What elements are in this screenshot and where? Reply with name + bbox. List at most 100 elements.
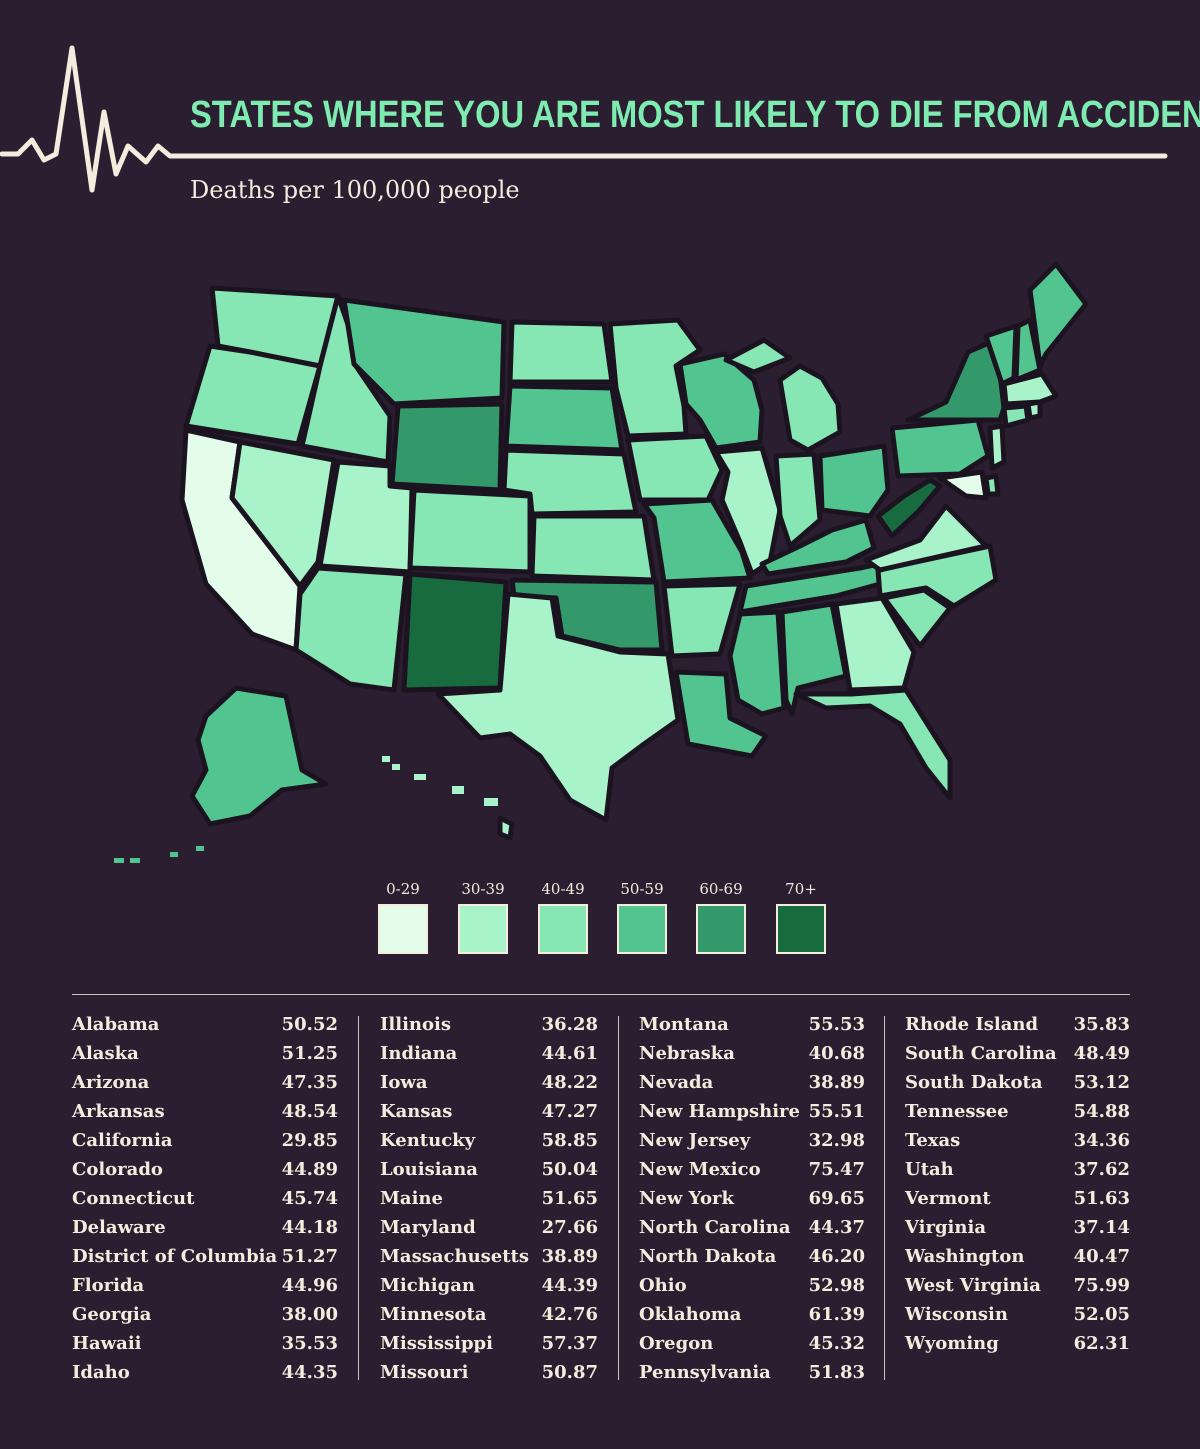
state-name: Kansas bbox=[380, 1101, 453, 1122]
state-value: 75.99 bbox=[1073, 1275, 1130, 1296]
legend-label: 70+ bbox=[785, 880, 817, 898]
state-value: 55.53 bbox=[808, 1014, 865, 1035]
state-louisiana bbox=[673, 669, 769, 759]
table-column: Rhode Island 35.83 South Carolina 48.49 Sout… bbox=[905, 1014, 1130, 1362]
state-minnesota bbox=[607, 317, 703, 439]
state-nebraska bbox=[501, 447, 639, 517]
state-value: 51.65 bbox=[541, 1188, 598, 1209]
table-row: Tennessee 54.88 bbox=[905, 1101, 1130, 1130]
state-name: Wisconsin bbox=[905, 1304, 1008, 1325]
state-name: Massachusetts bbox=[380, 1246, 530, 1267]
table-row: Pennsylvania 51.83 bbox=[639, 1362, 865, 1391]
state-name: Wyoming bbox=[905, 1333, 999, 1354]
table-row: Nebraska 40.68 bbox=[639, 1043, 865, 1072]
state-value: 52.98 bbox=[808, 1275, 865, 1296]
state-new-jersey bbox=[987, 423, 1007, 471]
table-row: Indiana 44.61 bbox=[380, 1043, 598, 1072]
table-row: Connecticut 45.74 bbox=[72, 1188, 338, 1217]
table-row: Alabama 50.52 bbox=[72, 1014, 338, 1043]
state-delaware bbox=[983, 473, 1001, 497]
table-row: Kentucky 58.85 bbox=[380, 1130, 598, 1159]
state-name: Arizona bbox=[72, 1072, 150, 1093]
state-name: Missouri bbox=[380, 1362, 469, 1383]
table-row: Wisconsin 52.05 bbox=[905, 1304, 1130, 1333]
state-name: Arkansas bbox=[72, 1101, 165, 1122]
state-kentucky bbox=[759, 517, 877, 577]
state-name: New Jersey bbox=[639, 1130, 751, 1151]
table-row: Nevada 38.89 bbox=[639, 1072, 865, 1101]
state-value: 29.85 bbox=[281, 1130, 338, 1151]
state-value: 27.66 bbox=[541, 1217, 598, 1238]
state-name: Michigan bbox=[380, 1275, 475, 1296]
state-michigan bbox=[777, 363, 843, 453]
state-value: 44.39 bbox=[541, 1275, 598, 1296]
state-value: 44.35 bbox=[281, 1362, 338, 1383]
state-value: 50.04 bbox=[541, 1159, 598, 1180]
legend-label: 60-69 bbox=[699, 880, 743, 898]
table-row: Ohio 52.98 bbox=[639, 1275, 865, 1304]
state-name: Idaho bbox=[72, 1362, 130, 1383]
state-name: Colorado bbox=[72, 1159, 163, 1180]
state-value: 37.14 bbox=[1073, 1217, 1130, 1238]
state-value: 38.00 bbox=[281, 1304, 338, 1325]
column-separator bbox=[358, 1016, 359, 1380]
state-indiana bbox=[773, 451, 823, 549]
state-name: Nebraska bbox=[639, 1043, 735, 1064]
table-row: Texas 34.36 bbox=[905, 1130, 1130, 1159]
table-row: Iowa 48.22 bbox=[380, 1072, 598, 1101]
state-name: Minnesota bbox=[380, 1304, 487, 1325]
state-new-hampshire bbox=[1013, 317, 1043, 383]
state-iowa bbox=[625, 433, 725, 503]
table-row: Oregon 45.32 bbox=[639, 1333, 865, 1362]
state-name: North Dakota bbox=[639, 1246, 777, 1267]
table-row: South Dakota 53.12 bbox=[905, 1072, 1130, 1101]
state-name: Montana bbox=[639, 1014, 729, 1035]
state-value: 54.88 bbox=[1073, 1101, 1130, 1122]
legend-label: 40-49 bbox=[541, 880, 585, 898]
legend-swatch bbox=[458, 904, 508, 954]
state-arkansas bbox=[661, 581, 743, 659]
state-name: Utah bbox=[905, 1159, 954, 1180]
table-row: Maryland 27.66 bbox=[380, 1217, 598, 1246]
state-new-mexico bbox=[401, 571, 509, 693]
state-oregon bbox=[183, 343, 323, 447]
state-name: Vermont bbox=[905, 1188, 991, 1209]
table-column: Illinois 36.28 Indiana 44.61 Iowa 48.22 Kansas… bbox=[380, 1014, 598, 1391]
state-name: South Dakota bbox=[905, 1072, 1043, 1093]
state-value: 34.36 bbox=[1073, 1130, 1130, 1151]
state-name: Tennessee bbox=[905, 1101, 1009, 1122]
table-column: Alabama 50.52 Alaska 51.25 Arizona 47.35 Arkan… bbox=[72, 1014, 338, 1391]
state-value: 37.62 bbox=[1073, 1159, 1130, 1180]
state-name: Oregon bbox=[639, 1333, 714, 1354]
table-row: California 29.85 bbox=[72, 1130, 338, 1159]
state-value: 51.83 bbox=[808, 1362, 865, 1383]
state-name: Ohio bbox=[639, 1275, 687, 1296]
state-value: 53.12 bbox=[1073, 1072, 1130, 1093]
state-name: Hawaii bbox=[72, 1333, 142, 1354]
table-row: Delaware 44.18 bbox=[72, 1217, 338, 1246]
state-name: Texas bbox=[905, 1130, 961, 1151]
table-row: North Dakota 46.20 bbox=[639, 1246, 865, 1275]
state-value: 50.52 bbox=[281, 1014, 338, 1035]
table-row: Minnesota 42.76 bbox=[380, 1304, 598, 1333]
legend-label: 50-59 bbox=[620, 880, 664, 898]
state-name: New Mexico bbox=[639, 1159, 761, 1180]
state-value: 38.89 bbox=[541, 1246, 598, 1267]
page-title: STATES WHERE YOU ARE MOST LIKELY TO DIE … bbox=[190, 94, 1200, 136]
table-row: New York 69.65 bbox=[639, 1188, 865, 1217]
table-row: Maine 51.65 bbox=[380, 1188, 598, 1217]
state-ohio bbox=[817, 443, 891, 519]
state-value: 48.54 bbox=[281, 1101, 338, 1122]
table-row: Montana 55.53 bbox=[639, 1014, 865, 1043]
state-value: 32.98 bbox=[808, 1130, 865, 1151]
state-south-dakota bbox=[503, 383, 625, 453]
state-name: New York bbox=[639, 1188, 734, 1209]
divider bbox=[72, 994, 1130, 995]
state-massachusetts bbox=[1001, 371, 1059, 407]
table-column: Montana 55.53 Nebraska 40.68 Nevada 38.89 New … bbox=[639, 1014, 865, 1391]
state-texas bbox=[435, 591, 681, 823]
state-name: Maine bbox=[380, 1188, 443, 1209]
column-separator bbox=[884, 1016, 885, 1380]
state-value: 44.96 bbox=[281, 1275, 338, 1296]
state-maine bbox=[1027, 261, 1089, 369]
